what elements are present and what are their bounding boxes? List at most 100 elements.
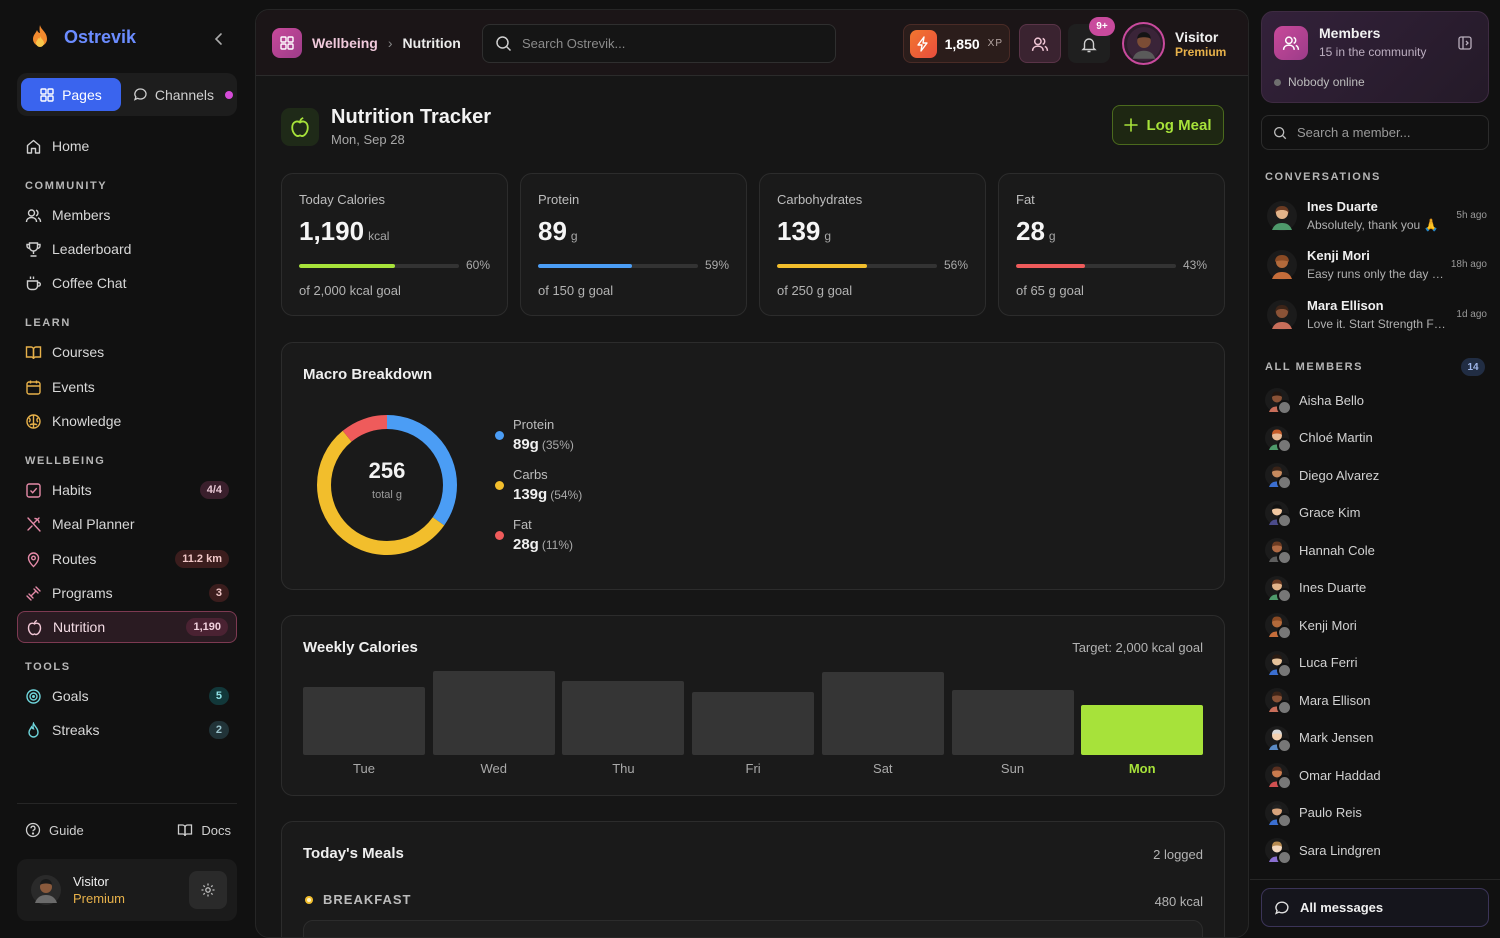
sidebar-item-meal-planner[interactable]: Meal Planner <box>17 508 237 540</box>
brand-name: Ostrevik <box>64 26 137 47</box>
member-row[interactable]: Sara Lindgren <box>1265 835 1485 865</box>
member-row[interactable]: Ines Duarte <box>1265 573 1485 603</box>
search-placeholder: Search Ostrevik... <box>522 36 626 51</box>
apple-icon <box>26 619 43 636</box>
all-messages-button[interactable]: All messages <box>1261 888 1489 927</box>
member-row[interactable]: Kenji Mori <box>1265 610 1485 640</box>
section-label-tools: TOOLS <box>25 661 71 673</box>
member-row[interactable]: Luca Ferri <box>1265 648 1485 678</box>
member-row[interactable]: Grace Kim <box>1265 498 1485 528</box>
bell-icon <box>1080 35 1098 53</box>
sidebar-item-label: Nutrition <box>53 619 106 635</box>
member-row[interactable]: Omar Haddad <box>1265 760 1485 790</box>
avatar <box>1265 725 1292 753</box>
plus-icon <box>1124 118 1139 132</box>
legend-dot <box>495 481 504 490</box>
conversation-item[interactable]: Kenji Mori Easy runs only the day after … <box>1265 246 1487 290</box>
stat-value: 89 g <box>538 216 578 247</box>
guide-link[interactable]: Guide <box>25 822 84 838</box>
sidebar-item-label: Streaks <box>52 722 100 738</box>
online-status: Nobody online <box>1274 75 1365 89</box>
members-card[interactable]: Members 15 in the community Nobody onlin… <box>1261 11 1489 103</box>
progress-track <box>1016 264 1176 268</box>
avatar <box>1265 613 1292 640</box>
legend-percent: (11%) <box>541 538 573 552</box>
sidebar-item-label: Leaderboard <box>52 241 132 257</box>
programs-badge: 3 <box>208 584 229 602</box>
home-icon <box>25 138 42 155</box>
sidebar-item-leaderboard[interactable]: Leaderboard <box>17 233 237 265</box>
conversation-name: Mara Ellison <box>1307 298 1384 313</box>
tab-pages-label: Pages <box>62 86 102 103</box>
sidebar-item-members[interactable]: Members <box>17 199 237 231</box>
conversation-time: 1d ago <box>1456 309 1487 320</box>
member-row[interactable]: Paulo Reis <box>1265 798 1485 828</box>
bar-sat[interactable] <box>821 671 944 755</box>
stat-goal: of 150 g goal <box>538 283 614 298</box>
sidebar-item-streaks[interactable]: Streaks 2 <box>17 714 237 746</box>
sidebar-item-nutrition[interactable]: Nutrition 1,190 <box>17 611 237 643</box>
help-circle-icon <box>25 822 41 838</box>
bar-sun[interactable] <box>951 690 1074 755</box>
progress-track <box>538 264 698 268</box>
profile-name: Visitor <box>73 874 109 889</box>
xp-counter[interactable]: 1,850 XP <box>903 24 1010 63</box>
sidebar-item-programs[interactable]: Programs 3 <box>17 577 237 609</box>
bar-mon[interactable] <box>1081 705 1204 755</box>
search-input[interactable]: Search Ostrevik... <box>482 24 836 63</box>
brand[interactable]: Ostrevik <box>28 24 136 50</box>
stat-unit: kcal <box>368 229 390 243</box>
tab-pages[interactable]: Pages <box>21 78 121 111</box>
sidebar-item-courses[interactable]: Courses <box>17 336 237 368</box>
sidebar-item-knowledge[interactable]: Knowledge <box>17 405 237 437</box>
stat-card-calories: Today Calories 1,190 kcal 60% of 2,000 kc… <box>281 173 508 316</box>
settings-button[interactable] <box>189 871 227 909</box>
sidebar-item-events[interactable]: Events <box>17 371 237 403</box>
bar-label: Fri <box>745 761 761 776</box>
breadcrumb-page: Nutrition <box>402 35 461 51</box>
brain-icon <box>25 413 42 430</box>
routes-badge: 11.2 km <box>175 550 229 568</box>
sidebar-item-coffee-chat[interactable]: Coffee Chat <box>17 267 237 299</box>
member-row[interactable]: Diego Alvarez <box>1265 460 1485 490</box>
expand-panel-icon[interactable] <box>1457 35 1473 51</box>
user-menu[interactable]: Visitor Premium <box>1122 22 1226 65</box>
bar-fri[interactable] <box>692 692 815 755</box>
bar-wed[interactable] <box>432 671 555 755</box>
member-row[interactable]: Aisha Bello <box>1265 385 1485 415</box>
collapse-sidebar-icon[interactable] <box>210 30 228 48</box>
stat-number: 89 <box>538 216 567 246</box>
conversation-item[interactable]: Ines Duarte Absolutely, thank you 🙏 5h a… <box>1265 197 1487 241</box>
log-meal-button[interactable]: Log Meal <box>1112 105 1224 145</box>
progress-fill <box>538 264 633 268</box>
profile-card[interactable]: Visitor Premium <box>17 859 237 921</box>
divider <box>1250 879 1500 880</box>
member-name: Aisha Bello <box>1299 392 1365 408</box>
meal-item[interactable] <box>303 920 1203 937</box>
checkbox-icon <box>25 482 42 499</box>
member-row[interactable]: Hannah Cole <box>1265 535 1485 565</box>
breadcrumb-section[interactable]: Wellbeing <box>312 35 378 51</box>
lightning-icon <box>910 29 937 58</box>
tab-channels[interactable]: Channels <box>127 87 233 103</box>
member-row[interactable]: Chloé Martin <box>1265 423 1485 453</box>
community-button[interactable] <box>1019 24 1061 63</box>
conversation-item[interactable]: Mara Ellison Love it. Start Strength Fou… <box>1265 296 1487 340</box>
member-search-input[interactable]: Search a member... <box>1261 115 1489 150</box>
user-name: Visitor <box>1175 28 1219 45</box>
bar-tue[interactable] <box>303 686 425 755</box>
member-row[interactable]: Mark Jensen <box>1265 723 1485 753</box>
bar-thu[interactable] <box>562 680 685 755</box>
sidebar-item-goals[interactable]: Goals 5 <box>17 680 237 712</box>
stat-percent: 59% <box>704 258 729 272</box>
sidebar-item-routes[interactable]: Routes 11.2 km <box>17 543 237 575</box>
sidebar-item-habits[interactable]: Habits 4/4 <box>17 474 237 506</box>
member-row[interactable]: Mara Ellison <box>1265 685 1485 715</box>
sidebar-item-label: Events <box>52 379 95 395</box>
grid-icon <box>272 28 302 58</box>
progress-fill <box>777 264 867 268</box>
online-status-text: Nobody online <box>1288 75 1365 89</box>
avatar <box>31 875 61 905</box>
docs-link[interactable]: Docs <box>177 822 231 838</box>
sidebar-item-home[interactable]: Home <box>17 130 237 162</box>
